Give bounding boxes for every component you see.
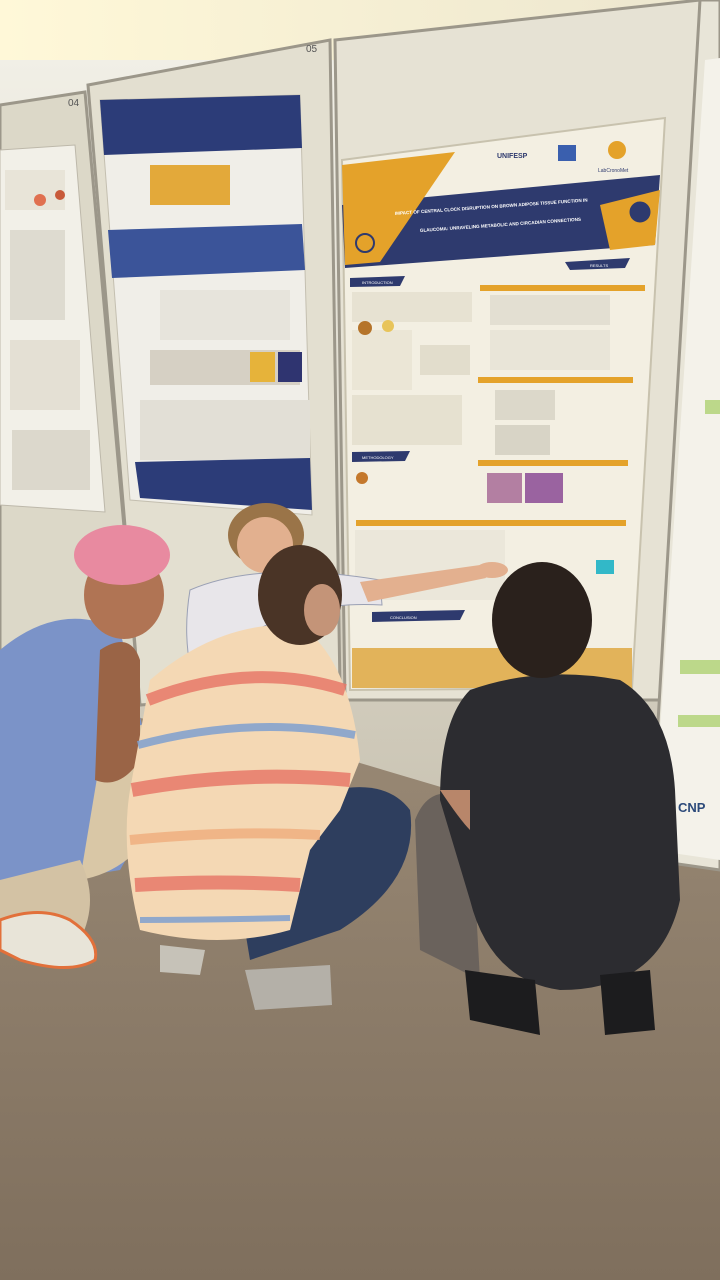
pointing-hand — [476, 562, 508, 578]
shirt-stripes — [129, 671, 356, 923]
section-methodology: METHODOLOGY — [362, 455, 394, 460]
right-poster-logo: CNP — [678, 800, 706, 815]
logo-mid-icon — [558, 145, 576, 161]
logo-unifesp: UNIFESP — [497, 153, 528, 160]
man-striped-shirt — [126, 545, 412, 1010]
black-tshirt — [440, 674, 680, 990]
logo-labcronomet-icon — [608, 141, 626, 159]
section-introduction: INTRODUCTION — [362, 280, 393, 285]
right-poster: CNP — [652, 58, 720, 860]
board-number-center: 05 — [306, 44, 318, 55]
main-poster: UNIFESP LabCronoMet IMPACT OF CENTRAL CL… — [340, 116, 667, 692]
board-number-left: 04 — [68, 98, 80, 109]
pink-hair — [74, 525, 170, 585]
histology-image-2 — [525, 473, 563, 503]
section-conclusion: CONCLUSION — [390, 615, 417, 620]
logo-labcronomet: LabCronoMet — [598, 168, 629, 174]
sun-icon — [355, 233, 375, 253]
histology-image-1 — [487, 473, 522, 503]
center-poster — [99, 94, 313, 516]
moon-icon — [626, 198, 654, 226]
man-black-tshirt — [415, 562, 680, 1035]
left-poster — [0, 144, 106, 513]
section-results: RESULTS — [590, 263, 608, 268]
